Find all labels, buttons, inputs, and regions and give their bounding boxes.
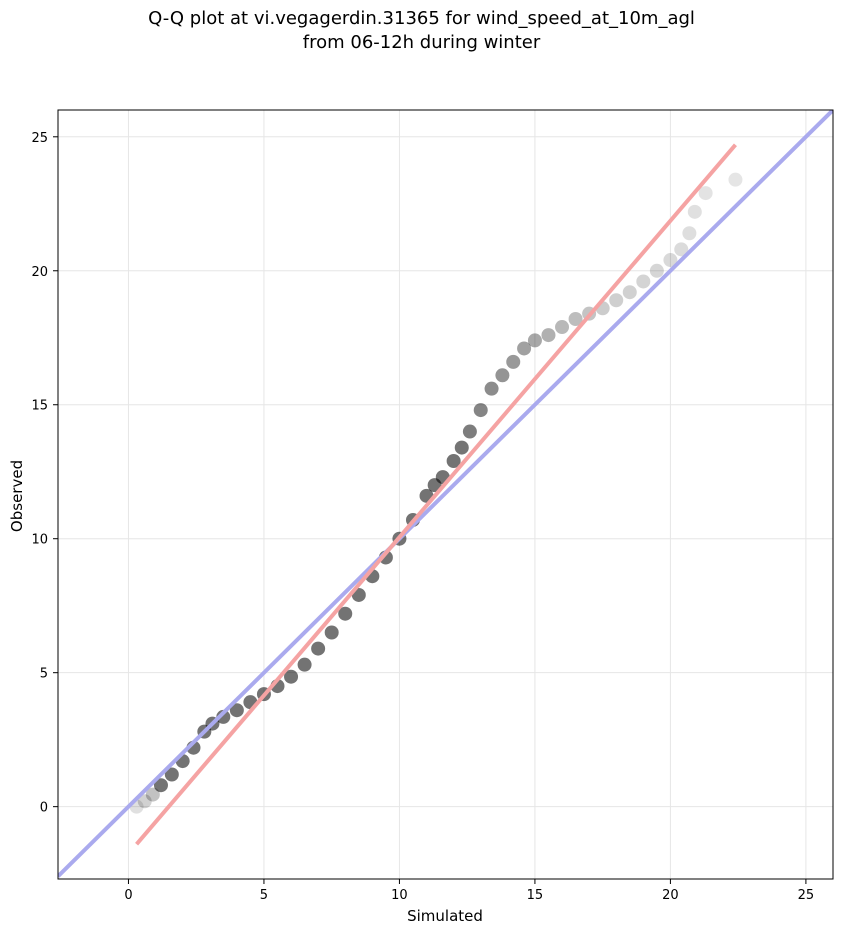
- quantile-point: [674, 242, 689, 257]
- quantile-point: [687, 204, 702, 219]
- quantile-point: [609, 293, 624, 308]
- chart-title-line-2: from 06-12h during winter: [302, 32, 541, 53]
- fit-line: [135, 143, 737, 846]
- quantile-point: [164, 767, 179, 782]
- plot-area: [58, 110, 833, 878]
- quantile-point: [636, 274, 651, 289]
- y-axis-label: Observed: [8, 460, 26, 532]
- quantile-point: [649, 263, 664, 278]
- y-tick-label: 20: [31, 265, 48, 280]
- quantile-point: [216, 709, 231, 724]
- quantile-point: [527, 333, 542, 348]
- y-tick-label: 5: [40, 667, 48, 682]
- x-tick-label: 25: [798, 888, 815, 903]
- quantile-point: [137, 794, 152, 809]
- quantile-point: [495, 368, 510, 383]
- quantile-point: [517, 341, 532, 356]
- y-axis-ticks: 0 5 10 15 20 25: [31, 131, 58, 816]
- y-tick-label: 10: [31, 533, 48, 548]
- x-tick-label: 5: [260, 888, 268, 903]
- quantile-point: [698, 186, 713, 201]
- chart-title-line-1: Q-Q plot at vi.vegagerdin.31365 for wind…: [148, 8, 695, 29]
- quantile-point: [555, 320, 570, 335]
- quantile-point: [284, 669, 299, 684]
- quantile-point: [663, 253, 678, 268]
- quantile-point: [473, 403, 488, 418]
- quantile-point: [324, 625, 339, 640]
- quantile-point: [728, 172, 743, 187]
- quantile-point: [462, 424, 477, 439]
- x-tick-label: 10: [391, 888, 408, 903]
- quantile-point: [454, 440, 469, 455]
- x-tick-label: 20: [662, 888, 679, 903]
- quantile-point: [541, 328, 556, 343]
- quantile-point: [229, 703, 244, 718]
- quantile-point: [568, 311, 583, 326]
- identity-line: [58, 110, 833, 878]
- quantile-point: [506, 354, 521, 369]
- x-tick-label: 15: [527, 888, 544, 903]
- x-axis-label: Simulated: [407, 907, 483, 925]
- quantile-point: [297, 657, 312, 672]
- plot-frame: [57, 109, 834, 880]
- quantile-point: [622, 285, 637, 300]
- y-tick-label: 0: [40, 801, 48, 816]
- quantile-point: [338, 606, 353, 621]
- quantile-point: [153, 778, 168, 793]
- y-tick-label: 25: [31, 131, 48, 146]
- quantile-point: [484, 381, 499, 396]
- y-tick-label: 15: [31, 399, 48, 414]
- quantile-point: [145, 787, 160, 802]
- grid-lines: [58, 110, 833, 879]
- quantile-point: [682, 226, 697, 241]
- quantile-point: [446, 454, 461, 469]
- quantile-point: [311, 641, 326, 656]
- x-tick-label: 0: [124, 888, 132, 903]
- x-axis-ticks: 0 5 10 15 20 25: [124, 879, 814, 903]
